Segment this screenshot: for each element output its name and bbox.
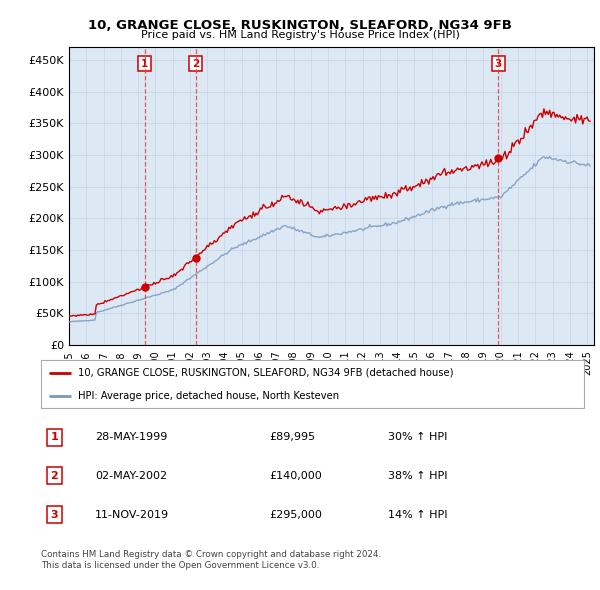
Text: 3: 3 [50, 510, 58, 520]
Text: HPI: Average price, detached house, North Kesteven: HPI: Average price, detached house, Nort… [78, 391, 339, 401]
Text: 38% ↑ HPI: 38% ↑ HPI [388, 471, 448, 481]
Text: £89,995: £89,995 [269, 432, 315, 442]
Text: 14% ↑ HPI: 14% ↑ HPI [388, 510, 448, 520]
Text: 2: 2 [50, 471, 58, 481]
Text: Contains HM Land Registry data © Crown copyright and database right 2024.: Contains HM Land Registry data © Crown c… [41, 550, 381, 559]
Text: 1: 1 [50, 432, 58, 442]
Text: 2: 2 [192, 58, 199, 68]
Text: Price paid vs. HM Land Registry's House Price Index (HPI): Price paid vs. HM Land Registry's House … [140, 30, 460, 40]
Text: 1: 1 [141, 58, 148, 68]
Text: 10, GRANGE CLOSE, RUSKINGTON, SLEAFORD, NG34 9FB: 10, GRANGE CLOSE, RUSKINGTON, SLEAFORD, … [88, 19, 512, 32]
Text: 28-MAY-1999: 28-MAY-1999 [95, 432, 167, 442]
Text: 3: 3 [495, 58, 502, 68]
Text: 02-MAY-2002: 02-MAY-2002 [95, 471, 167, 481]
Text: £295,000: £295,000 [269, 510, 322, 520]
FancyBboxPatch shape [41, 360, 584, 408]
Text: 11-NOV-2019: 11-NOV-2019 [95, 510, 169, 520]
Text: 30% ↑ HPI: 30% ↑ HPI [388, 432, 448, 442]
Text: £140,000: £140,000 [269, 471, 322, 481]
Text: This data is licensed under the Open Government Licence v3.0.: This data is licensed under the Open Gov… [41, 560, 319, 569]
Text: 10, GRANGE CLOSE, RUSKINGTON, SLEAFORD, NG34 9FB (detached house): 10, GRANGE CLOSE, RUSKINGTON, SLEAFORD, … [78, 368, 453, 378]
